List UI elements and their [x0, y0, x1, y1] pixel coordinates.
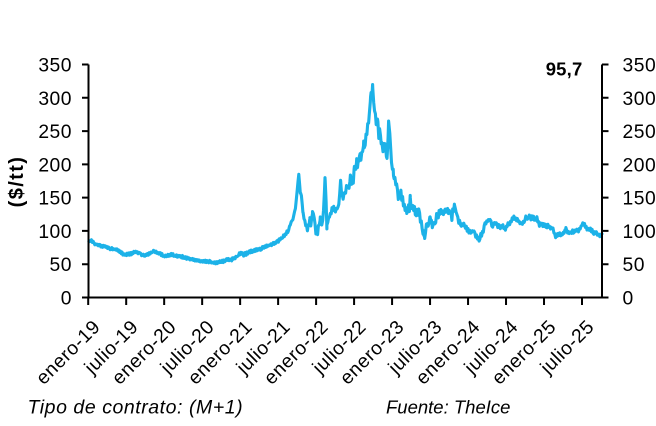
svg-text:50: 50: [50, 255, 72, 276]
svg-text:($/tt): ($/tt): [6, 156, 28, 208]
svg-text:300: 300: [623, 89, 656, 110]
svg-text:350: 350: [38, 56, 72, 77]
svg-text:100: 100: [623, 222, 656, 243]
svg-text:95,7: 95,7: [546, 58, 583, 79]
svg-text:Tipo de contrato: (M+1): Tipo de contrato: (M+1): [28, 396, 244, 418]
svg-text:300: 300: [38, 89, 72, 110]
svg-text:250: 250: [38, 122, 72, 143]
svg-text:50: 50: [623, 255, 645, 276]
svg-text:150: 150: [623, 189, 656, 210]
svg-text:0: 0: [61, 289, 72, 310]
svg-text:Fuente: TheIce: Fuente: TheIce: [386, 396, 510, 417]
svg-text:100: 100: [38, 222, 72, 243]
svg-text:200: 200: [38, 155, 72, 176]
svg-text:200: 200: [623, 155, 656, 176]
svg-text:0: 0: [623, 289, 634, 310]
svg-text:150: 150: [38, 189, 72, 210]
svg-text:350: 350: [623, 56, 656, 77]
svg-text:250: 250: [623, 122, 656, 143]
